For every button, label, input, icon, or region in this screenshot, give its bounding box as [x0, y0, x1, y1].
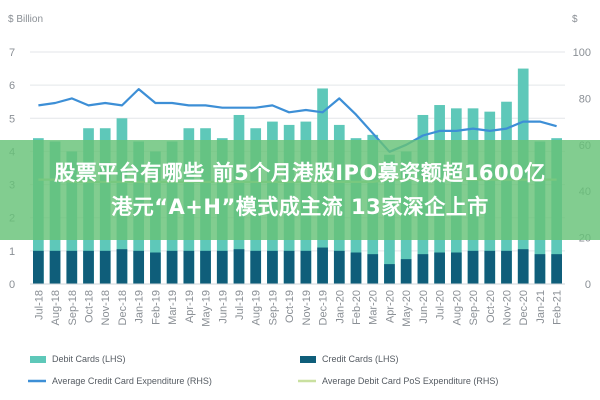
x-tick-label: Jun-20 [418, 290, 430, 324]
x-tick-label: Jan-19 [134, 290, 146, 324]
credit-bar [33, 250, 44, 284]
headline-line-1: 股票平台有哪些 前5个月港股IPO募资额超1600亿 [54, 161, 546, 185]
credit-bar [49, 250, 61, 284]
credit-bar [517, 249, 529, 284]
x-tick-label: Jul-19 [234, 290, 246, 320]
credit-bar [250, 250, 262, 284]
headline-banner: 股票平台有哪些 前5个月港股IPO募资额超1600亿 港元“A+H”模式成主流 … [0, 140, 600, 240]
legend-label: Credit Cards (LHS) [322, 354, 399, 364]
credit-bar [467, 250, 479, 284]
left-tick-label: 1 [9, 246, 15, 258]
credit-bar [484, 250, 496, 284]
legend-swatch [300, 356, 316, 363]
credit-bar [133, 250, 145, 284]
x-tick-label: Mar-20 [368, 290, 380, 325]
credit-bar [216, 250, 228, 284]
credit-bar [317, 247, 328, 284]
x-tick-label: Sep-18 [67, 290, 79, 325]
legend: Debit Cards (LHS) Credit Cards (LHS) Avera… [28, 354, 498, 386]
x-tick-label: Aug-19 [251, 290, 263, 325]
left-tick-label: 7 [9, 47, 15, 59]
right-tick-label: 80 [579, 93, 591, 105]
credit-bar [501, 250, 512, 284]
x-tick-label: Apr-19 [184, 290, 196, 323]
credit-bar [367, 254, 379, 284]
x-tick-label: Feb-19 [150, 290, 162, 325]
x-tick-label: Jul-18 [33, 290, 45, 320]
legend-label: Average Debit Card PoS Expenditure (RHS) [322, 376, 498, 386]
x-tick-label: Nov-19 [301, 290, 313, 325]
credit-bar [400, 259, 412, 284]
x-tick-label: Dec-18 [117, 290, 129, 325]
right-tick-label: 100 [573, 47, 591, 59]
x-tick-label: Mar-19 [167, 290, 179, 325]
credit-bar [66, 250, 78, 284]
x-tick-label: Sep-19 [267, 290, 279, 325]
x-tick-label: Jan-20 [334, 290, 346, 324]
x-tick-label: Jul-20 [435, 290, 447, 320]
x-tick-label: May-19 [201, 290, 213, 327]
x-tick-label: May-20 [401, 290, 413, 327]
credit-bar [99, 250, 111, 284]
credit-bar [333, 250, 345, 284]
x-tick-label: Jun-19 [217, 290, 229, 324]
credit-bar [300, 250, 312, 284]
left-axis-unit: $ Billion [8, 14, 43, 25]
right-axis-unit: $ [572, 14, 578, 25]
legend-label: Debit Cards (LHS) [52, 354, 126, 364]
x-tick-label: Aug-20 [451, 290, 463, 325]
x-tick-label: Dec-19 [318, 290, 330, 325]
x-tick-label: Oct-20 [485, 290, 497, 323]
x-tick-label: Oct-18 [84, 290, 96, 323]
legend-label: Average Credit Card Expenditure (RHS) [52, 376, 212, 386]
x-tick-label: Feb-20 [351, 290, 363, 325]
credit-bar [200, 250, 211, 284]
x-tick-label: Aug-18 [50, 290, 62, 325]
credit-bar [233, 249, 245, 284]
left-tick-label: 6 [9, 80, 15, 92]
left-tick-label: 5 [9, 113, 15, 125]
credit-bar [551, 254, 562, 284]
x-tick-label: Oct-19 [284, 290, 296, 323]
credit-bar [434, 252, 445, 284]
credit-bar [350, 252, 362, 284]
credit-bar [450, 252, 462, 284]
legend-swatch [30, 356, 46, 363]
credit-bar [267, 250, 278, 284]
left-tick-label: 0 [9, 279, 15, 291]
avg-credit-card-expenditure-line [38, 87, 557, 153]
credit-bar [384, 264, 395, 284]
x-tick-label: Nov-20 [501, 290, 513, 325]
credit-bar [83, 250, 94, 284]
x-tick-label: Feb-21 [552, 290, 564, 325]
x-tick-label: Jan-21 [535, 290, 547, 324]
right-tick-label: 0 [585, 279, 591, 291]
x-tick-label: Apr-20 [384, 290, 396, 323]
credit-bar [417, 254, 429, 284]
credit-bar [150, 252, 161, 284]
headline-line-2: 港元“A+H”模式成主流 13家深企上市 [111, 195, 489, 219]
credit-bar [183, 250, 195, 284]
credit-bar [283, 250, 295, 284]
credit-bar [534, 254, 546, 284]
credit-bar [116, 249, 128, 284]
x-tick-label: Sep-20 [468, 290, 480, 325]
credit-bar [166, 250, 178, 284]
x-tick-label: Nov-18 [100, 290, 112, 325]
x-tick-label: Dec-20 [518, 290, 530, 325]
